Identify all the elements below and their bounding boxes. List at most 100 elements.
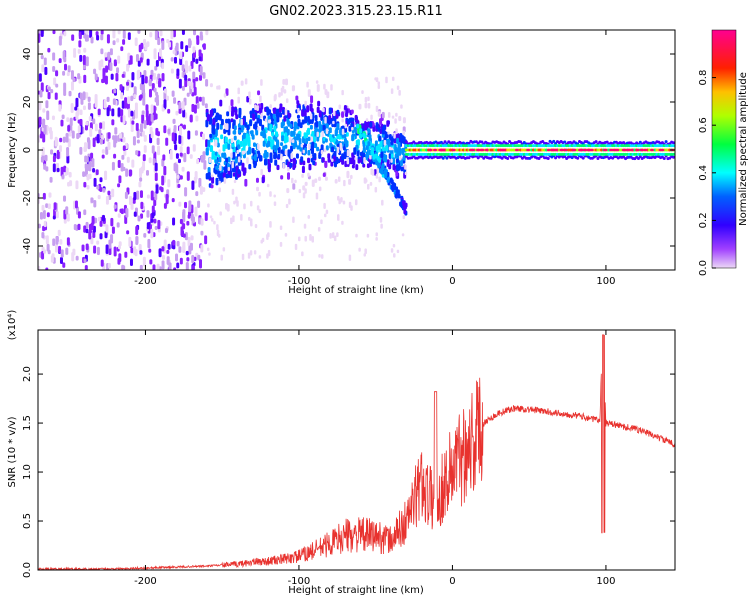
spectrogram-cell (133, 211, 137, 217)
spectrogram-cell (285, 98, 289, 103)
spectrogram-cell (200, 155, 204, 163)
spectrogram-cell (39, 133, 43, 139)
colorbar-tick-label: 0.6 (698, 117, 709, 133)
spectrogram-cell (142, 256, 146, 267)
spectrogram-cell (179, 175, 183, 180)
spectrogram-cell (216, 113, 220, 121)
spectrogram-cell (139, 264, 143, 270)
spectrogram-cell (348, 254, 352, 262)
spectrogram-cell (85, 92, 89, 99)
spectrogram-cell (260, 131, 264, 137)
spectrogram-cell (134, 37, 138, 46)
spectrogram-cell (86, 174, 90, 181)
spectrogram-cell (149, 32, 153, 38)
spectrogram-cell (362, 132, 366, 138)
spectrogram-cell (97, 194, 101, 200)
spectrogram-cell (87, 139, 91, 150)
spectrogram-cell (214, 141, 217, 147)
spectrogram-cell (59, 137, 63, 143)
spectrogram-cell (280, 91, 283, 96)
spectrogram-cell (179, 57, 183, 66)
spectrogram-cell (349, 158, 353, 165)
y-tick-label: 1.0 (22, 464, 33, 480)
spectrogram-cell (178, 201, 182, 207)
spectrogram-cell (56, 149, 60, 160)
spectrogram-cell (67, 65, 71, 73)
spectrogram-cell (53, 77, 57, 86)
spectrogram-cell (150, 228, 154, 239)
spectrogram-cell (331, 146, 335, 153)
spectrogram-cell (272, 145, 276, 150)
spectrogram-cell (433, 148, 438, 152)
spectrogram-cell (96, 246, 100, 256)
spectrogram-cell (375, 145, 379, 154)
spectrogram-cell (315, 120, 319, 128)
spectrogram-cell (252, 142, 256, 148)
spectrogram-cell (152, 264, 156, 270)
spectrogram-cell (210, 174, 214, 178)
spectrogram-cell (295, 95, 299, 101)
spectrogram-cell (301, 165, 305, 174)
spectrogram-cell (594, 140, 598, 144)
spectrogram-cell (83, 47, 87, 53)
spectrogram-cell (375, 173, 379, 179)
spectrogram-cell (382, 146, 386, 152)
spectrogram-cell (338, 104, 342, 110)
spectrogram-cell (178, 107, 182, 114)
spectrogram-cell (274, 159, 278, 166)
spectrogram-cell (671, 155, 675, 159)
spectrogram-cell (230, 217, 233, 225)
spectrogram-cell (246, 157, 249, 164)
spectrogram-cell (122, 30, 126, 39)
spectrogram-cell (99, 177, 103, 183)
spectrogram-cell (40, 30, 44, 37)
spectrogram-cell (100, 34, 104, 41)
spectrogram-cell (370, 114, 373, 120)
spectrogram-cell (79, 54, 83, 62)
spectrogram-cell (184, 232, 188, 241)
spectrogram-cell (167, 41, 171, 48)
spectrogram-cell (43, 57, 47, 66)
spectrogram-cell (399, 155, 402, 161)
spectrogram-cell (292, 183, 296, 190)
spectrogram-cell (224, 166, 228, 174)
spectrogram-cell (55, 70, 59, 77)
spectrogram-cell (403, 209, 407, 215)
spectrogram-cell (164, 228, 168, 234)
spectrogram-cell (128, 236, 132, 247)
spectrogram-cell (187, 80, 191, 87)
spectrogram-cell (109, 62, 113, 71)
spectrogram-cell (233, 166, 237, 173)
spectrogram-cell (300, 143, 304, 148)
spectrogram-cell (356, 123, 360, 129)
spectrogram-cell (263, 133, 267, 139)
spectrogram-cell (135, 53, 139, 62)
spectrogram-cell (337, 195, 340, 201)
spectrogram-cell (182, 244, 186, 254)
spectrogram-cell (45, 235, 49, 245)
spectrogram-cell (121, 154, 125, 160)
spectrogram-cell (344, 160, 348, 168)
spectrogram-cell (311, 236, 314, 243)
spectrogram-cell (480, 154, 484, 158)
spectrogram-cell (484, 148, 489, 152)
spectrogram-cell (165, 193, 169, 201)
spectrogram-cell (52, 155, 56, 163)
spectrogram-cell (121, 73, 125, 78)
spectrogram-cell (167, 108, 171, 114)
spectrogram-cell (353, 147, 357, 155)
spectrogram-cell (70, 103, 74, 114)
spectrogram-cell (215, 165, 219, 171)
spectrogram-cell (625, 148, 630, 152)
spectrogram-cell (209, 83, 213, 88)
spectrogram-cell (237, 144, 241, 149)
spectrogram-cell (92, 168, 96, 173)
y-tick-label: 40 (22, 48, 33, 61)
spectrogram-cell (140, 213, 144, 219)
spectrogram-cell (65, 247, 69, 255)
spectrogram-cell (64, 63, 68, 71)
spectrogram-cell (195, 77, 199, 82)
spectrogram-cell (173, 267, 177, 270)
spectrogram-cell (143, 232, 147, 238)
spectrogram-cell (133, 94, 137, 99)
